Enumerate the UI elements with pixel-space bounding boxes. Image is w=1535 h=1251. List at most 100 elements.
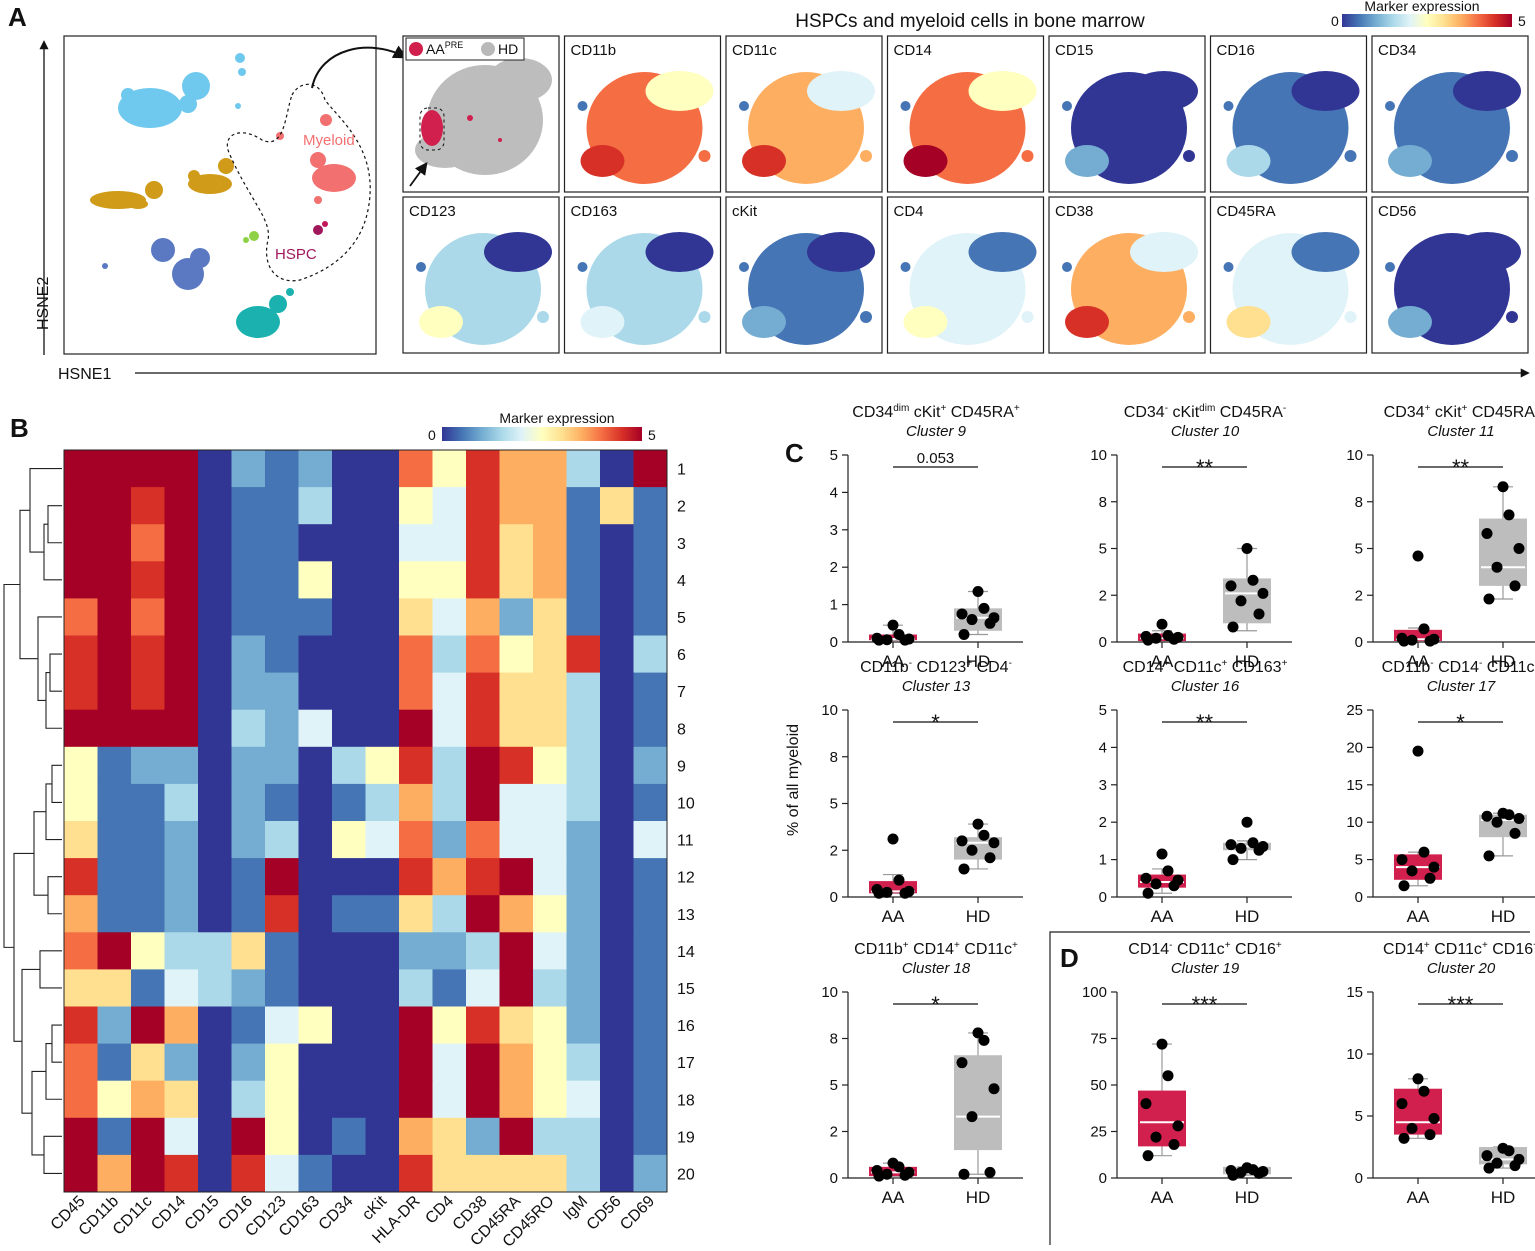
heatmap-cell <box>633 1080 668 1119</box>
box-body <box>1394 1088 1442 1135</box>
heatmap-cell <box>466 1080 500 1119</box>
data-point <box>1483 593 1495 605</box>
heatmap-cell <box>466 1154 500 1193</box>
heatmap-cell <box>64 858 98 896</box>
map-lobe <box>903 145 948 177</box>
heatmap-cell <box>332 1006 366 1045</box>
heatmap-cell <box>399 746 433 785</box>
data-point <box>1225 1165 1237 1177</box>
data-point <box>956 608 968 620</box>
heatmap-cell <box>600 1117 634 1156</box>
heatmap-cell <box>365 746 400 785</box>
heatmap-cell <box>332 709 366 748</box>
heatmap-cell <box>499 1006 534 1045</box>
heatmap-cell <box>298 746 333 785</box>
heatmap-cell <box>432 932 467 970</box>
heatmap-cell <box>231 672 266 711</box>
data-point <box>1140 872 1152 884</box>
heatmap-cell <box>499 895 534 933</box>
heatmap-cell <box>432 709 467 748</box>
heatmap-cell <box>533 821 567 859</box>
box <box>1138 848 1186 899</box>
aa-vs-hd-map: AAPRE HD <box>402 35 560 193</box>
heatmap-cell <box>265 821 299 859</box>
boxplot-title: CD34+ cKit+ CD45RA- <box>1384 403 1535 421</box>
heatmap-cell <box>97 598 132 636</box>
box-body <box>954 1055 1002 1151</box>
svg-text:AAPRE: AAPRE <box>426 40 463 57</box>
heatmap-cell <box>131 487 165 525</box>
heatmap-cell <box>332 858 366 896</box>
heatmap-cell <box>198 598 232 636</box>
heatmap-cell <box>466 858 500 896</box>
heatmap-cell <box>399 858 433 896</box>
boxplot-cluster-18: CD11b+ CD14+ CD11c+ Cluster 18 0 2 5 8 10 AA HD * <box>821 940 1023 1207</box>
data-point <box>1227 621 1239 633</box>
x-tick-label: HD <box>966 1188 991 1207</box>
heatmap-cell <box>265 487 299 525</box>
heatmap-cell <box>633 932 668 970</box>
x-tick-label: HD <box>1491 1188 1516 1207</box>
heatmap-cell <box>265 895 299 933</box>
y-tick-label: 2 <box>830 559 838 576</box>
data-point <box>1257 587 1269 599</box>
heatmap-cell <box>164 895 199 933</box>
y-tick-label: 0 <box>830 634 838 651</box>
heatmap-cell <box>97 487 132 525</box>
data-point <box>1156 848 1168 860</box>
heatmap-cell <box>97 635 132 674</box>
heatmap-cell <box>566 524 601 562</box>
heatmap-cell <box>600 783 634 822</box>
heatmap-cell <box>566 1080 601 1119</box>
heatmap-cell <box>466 524 500 562</box>
heatmap-cell <box>131 561 165 599</box>
heatmap-row-label: 7 <box>677 684 686 701</box>
heatmap-cell <box>164 1117 199 1156</box>
heatmap-cell <box>399 709 433 748</box>
heatmap-cell <box>131 746 165 785</box>
box <box>1394 745 1442 892</box>
heatmap-row-label: 18 <box>677 1092 695 1109</box>
map-lobe <box>1226 145 1271 177</box>
data-point <box>903 633 915 645</box>
map-lobe <box>419 306 463 338</box>
box <box>954 586 1002 641</box>
boxplot-cluster-19: CD14- CD11c+ CD16+ Cluster 19 0 25 50 75 100 AA… <box>1082 940 1292 1207</box>
heatmap-cell <box>633 524 668 562</box>
data-point <box>1497 481 1509 493</box>
heatmap-cell <box>432 783 467 822</box>
map-lobe <box>645 232 714 272</box>
heatmap-cell <box>332 524 366 562</box>
box <box>869 619 917 646</box>
heatmap-cell <box>231 598 266 636</box>
marker-map-label: CD123 <box>409 203 456 220</box>
heatmap-cell <box>600 1080 634 1119</box>
heatmap-cell <box>633 895 668 933</box>
heatmap-cell <box>566 858 601 896</box>
data-point <box>893 874 905 886</box>
data-point <box>972 586 984 598</box>
box <box>1138 618 1186 646</box>
heatmap-cell <box>97 1117 132 1156</box>
heatmap-cell <box>633 487 668 525</box>
heatmap-cell <box>566 561 601 599</box>
heatmap-cell <box>365 709 400 748</box>
heatmap-cell <box>566 895 601 933</box>
boxplot-title: CD14+ CD11c+ CD163+ <box>1123 658 1288 676</box>
heatmap-cell <box>131 969 165 1007</box>
boxplot-subtitle: Cluster 19 <box>1171 960 1240 977</box>
map-lobe <box>1065 145 1109 177</box>
heatmap-cell <box>97 1154 132 1193</box>
heatmap-cell <box>64 895 98 933</box>
heatmap-cell <box>164 672 199 711</box>
heatmap-row-label: 12 <box>677 870 695 887</box>
y-tick-label: 5 <box>1355 541 1363 558</box>
heatmap-cell <box>298 783 333 822</box>
data-point <box>978 829 990 841</box>
data-point <box>972 818 984 830</box>
heatmap-cell <box>198 1043 232 1082</box>
heatmap-cell <box>64 635 98 674</box>
heatmap-cell <box>365 598 400 636</box>
heatmap-cell <box>131 932 165 970</box>
data-point <box>972 1027 984 1039</box>
